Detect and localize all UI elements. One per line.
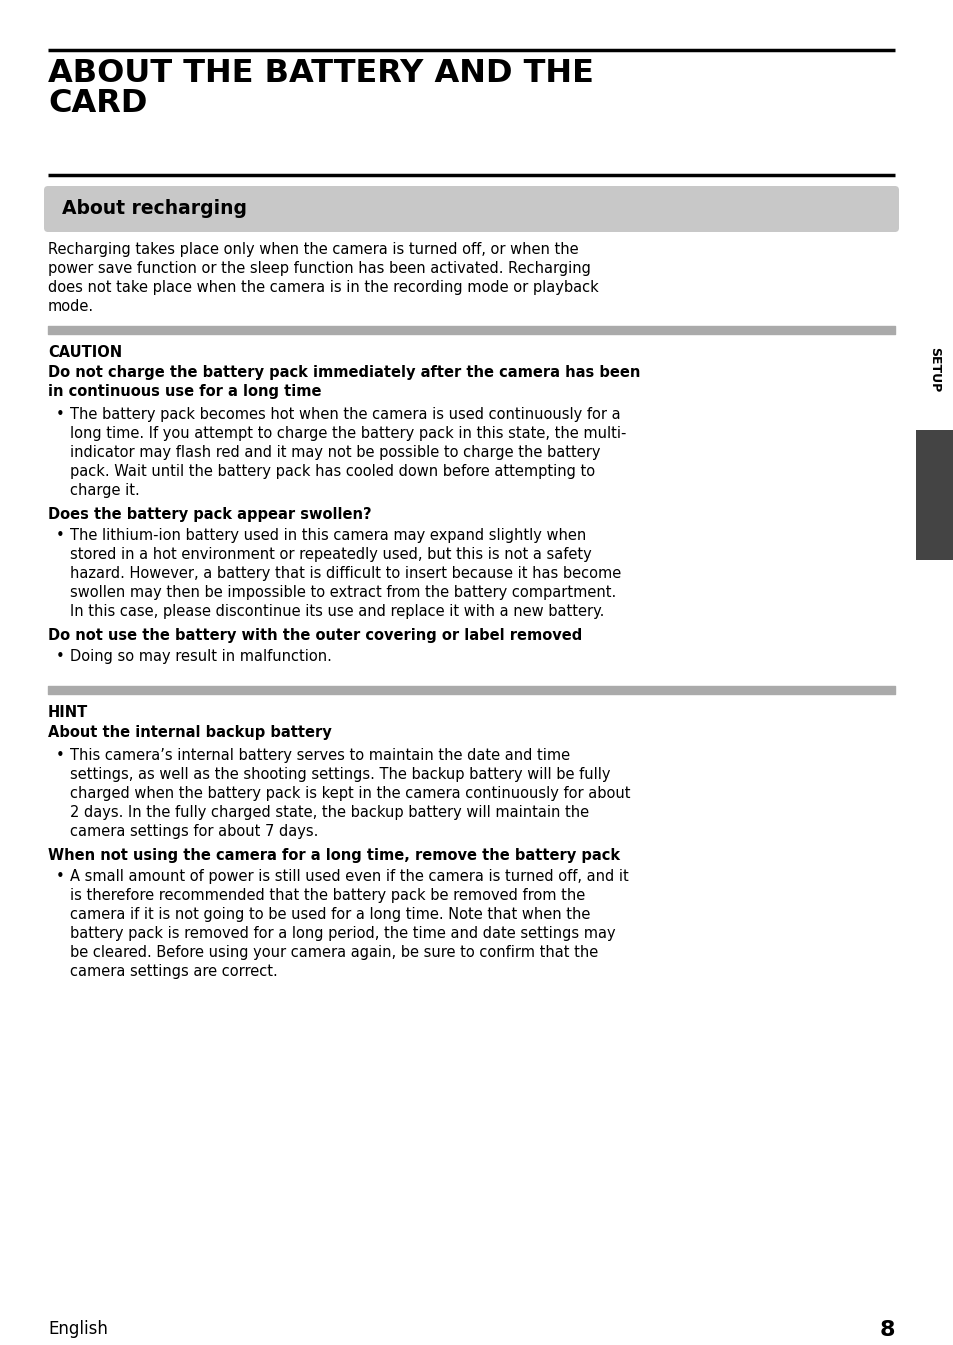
Text: charge it.: charge it. — [70, 483, 139, 498]
Text: mode.: mode. — [48, 299, 94, 313]
Text: camera settings for about 7 days.: camera settings for about 7 days. — [70, 824, 318, 839]
Text: 8: 8 — [879, 1319, 894, 1340]
Text: charged when the battery pack is kept in the camera continuously for about: charged when the battery pack is kept in… — [70, 785, 630, 802]
Text: This camera’s internal battery serves to maintain the date and time: This camera’s internal battery serves to… — [70, 748, 570, 763]
Text: be cleared. Before using your camera again, be sure to confirm that the: be cleared. Before using your camera aga… — [70, 946, 598, 960]
Text: About recharging: About recharging — [62, 199, 247, 218]
Text: In this case, please discontinue its use and replace it with a new battery.: In this case, please discontinue its use… — [70, 604, 604, 619]
Text: battery pack is removed for a long period, the time and date settings may: battery pack is removed for a long perio… — [70, 925, 615, 941]
Text: •: • — [56, 748, 65, 763]
Text: The battery pack becomes hot when the camera is used continuously for a: The battery pack becomes hot when the ca… — [70, 408, 620, 422]
Text: camera settings are correct.: camera settings are correct. — [70, 964, 277, 979]
Text: About the internal backup battery: About the internal backup battery — [48, 725, 332, 740]
Text: pack. Wait until the battery pack has cooled down before attempting to: pack. Wait until the battery pack has co… — [70, 464, 595, 479]
Text: Recharging takes place only when the camera is turned off, or when the: Recharging takes place only when the cam… — [48, 242, 578, 257]
Text: settings, as well as the shooting settings. The backup battery will be fully: settings, as well as the shooting settin… — [70, 767, 610, 781]
Text: Does the battery pack appear swollen?: Does the battery pack appear swollen? — [48, 507, 372, 522]
Text: 2 days. In the fully charged state, the backup battery will maintain the: 2 days. In the fully charged state, the … — [70, 806, 589, 820]
Text: SETUP: SETUP — [927, 347, 941, 393]
Text: swollen may then be impossible to extract from the battery compartment.: swollen may then be impossible to extrac… — [70, 585, 616, 600]
Text: CAUTION: CAUTION — [48, 346, 122, 360]
Text: stored in a hot environment or repeatedly used, but this is not a safety: stored in a hot environment or repeatedl… — [70, 547, 591, 562]
Text: HINT: HINT — [48, 705, 89, 720]
Text: Do not charge the battery pack immediately after the camera has been: Do not charge the battery pack immediate… — [48, 364, 639, 381]
FancyBboxPatch shape — [44, 186, 898, 231]
Text: •: • — [56, 869, 65, 884]
Text: does not take place when the camera is in the recording mode or playback: does not take place when the camera is i… — [48, 280, 598, 295]
Text: indicator may flash red and it may not be possible to charge the battery: indicator may flash red and it may not b… — [70, 445, 599, 460]
Text: Doing so may result in malfunction.: Doing so may result in malfunction. — [70, 650, 332, 664]
Text: power save function or the sleep function has been activated. Recharging: power save function or the sleep functio… — [48, 261, 590, 276]
Text: English: English — [48, 1319, 108, 1338]
Text: Do not use the battery with the outer covering or label removed: Do not use the battery with the outer co… — [48, 628, 581, 643]
Text: hazard. However, a battery that is difficult to insert because it has become: hazard. However, a battery that is diffi… — [70, 566, 620, 581]
Text: •: • — [56, 650, 65, 664]
Text: CARD: CARD — [48, 87, 147, 118]
Text: long time. If you attempt to charge the battery pack in this state, the multi-: long time. If you attempt to charge the … — [70, 426, 626, 441]
Text: in continuous use for a long time: in continuous use for a long time — [48, 385, 321, 399]
Text: •: • — [56, 529, 65, 543]
Text: •: • — [56, 408, 65, 422]
Text: is therefore recommended that the battery pack be removed from the: is therefore recommended that the batter… — [70, 888, 584, 902]
Bar — [915, 430, 953, 560]
Text: The lithium-ion battery used in this camera may expand slightly when: The lithium-ion battery used in this cam… — [70, 529, 586, 543]
Text: A small amount of power is still used even if the camera is turned off, and it: A small amount of power is still used ev… — [70, 869, 628, 884]
Text: camera if it is not going to be used for a long time. Note that when the: camera if it is not going to be used for… — [70, 907, 590, 923]
Text: When not using the camera for a long time, remove the battery pack: When not using the camera for a long tim… — [48, 847, 619, 863]
Text: ABOUT THE BATTERY AND THE: ABOUT THE BATTERY AND THE — [48, 58, 594, 89]
